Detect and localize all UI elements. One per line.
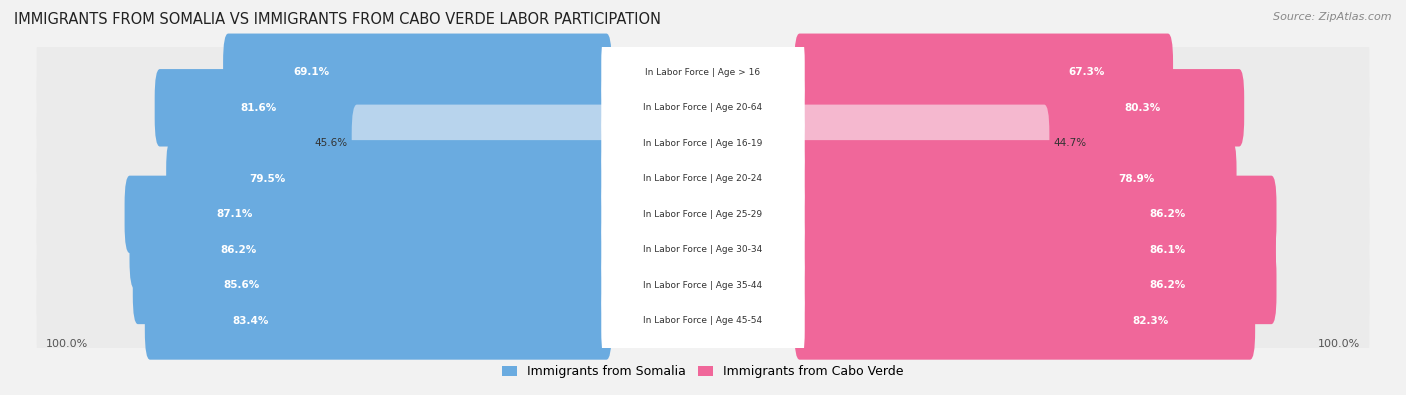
Text: In Labor Force | Age 45-54: In Labor Force | Age 45-54 <box>644 316 762 325</box>
Text: 67.3%: 67.3% <box>1069 67 1105 77</box>
FancyBboxPatch shape <box>602 34 804 111</box>
Bar <box>373 275 606 296</box>
Bar <box>800 240 1035 260</box>
Text: IMMIGRANTS FROM SOMALIA VS IMMIGRANTS FROM CABO VERDE LABOR PARTICIPATION: IMMIGRANTS FROM SOMALIA VS IMMIGRANTS FR… <box>14 12 661 27</box>
Bar <box>800 98 1019 118</box>
FancyBboxPatch shape <box>794 69 1244 147</box>
FancyBboxPatch shape <box>794 176 1277 253</box>
Bar <box>800 169 1015 189</box>
FancyBboxPatch shape <box>145 282 612 360</box>
Text: 80.3%: 80.3% <box>1125 103 1160 113</box>
Text: In Labor Force | Age 20-24: In Labor Force | Age 20-24 <box>644 174 762 183</box>
Text: 86.2%: 86.2% <box>1150 209 1185 219</box>
FancyBboxPatch shape <box>602 211 804 289</box>
FancyBboxPatch shape <box>602 69 804 147</box>
Text: 86.2%: 86.2% <box>1150 280 1185 290</box>
Bar <box>389 169 606 189</box>
FancyBboxPatch shape <box>125 176 612 253</box>
FancyBboxPatch shape <box>37 76 1369 211</box>
Text: In Labor Force | Age 25-29: In Labor Force | Age 25-29 <box>644 210 762 219</box>
FancyBboxPatch shape <box>37 41 1369 175</box>
FancyBboxPatch shape <box>37 183 1369 317</box>
Bar <box>418 62 606 83</box>
Bar <box>800 310 1025 331</box>
Bar <box>800 275 1035 296</box>
Text: 82.3%: 82.3% <box>1133 316 1168 326</box>
Text: Source: ZipAtlas.com: Source: ZipAtlas.com <box>1274 12 1392 22</box>
FancyBboxPatch shape <box>602 176 804 253</box>
FancyBboxPatch shape <box>352 105 612 182</box>
FancyBboxPatch shape <box>794 211 1277 289</box>
Legend: Immigrants from Somalia, Immigrants from Cabo Verde: Immigrants from Somalia, Immigrants from… <box>498 360 908 384</box>
Text: 81.6%: 81.6% <box>240 103 276 113</box>
Text: 45.6%: 45.6% <box>314 138 347 148</box>
FancyBboxPatch shape <box>794 105 1049 182</box>
Bar <box>800 62 984 83</box>
Text: 86.1%: 86.1% <box>1149 245 1185 255</box>
FancyBboxPatch shape <box>37 147 1369 282</box>
Text: 78.9%: 78.9% <box>1118 174 1154 184</box>
Text: 100.0%: 100.0% <box>1317 339 1360 349</box>
FancyBboxPatch shape <box>794 140 1236 218</box>
Text: In Labor Force | Age 35-44: In Labor Force | Age 35-44 <box>644 281 762 290</box>
Text: 86.2%: 86.2% <box>221 245 256 255</box>
Text: 83.4%: 83.4% <box>232 316 269 326</box>
Text: 79.5%: 79.5% <box>249 174 285 184</box>
Text: In Labor Force | Age 16-19: In Labor Force | Age 16-19 <box>644 139 762 148</box>
Text: In Labor Force | Age > 16: In Labor Force | Age > 16 <box>645 68 761 77</box>
Text: 44.7%: 44.7% <box>1054 138 1087 148</box>
Bar <box>371 240 606 260</box>
FancyBboxPatch shape <box>602 247 804 324</box>
Bar <box>378 310 606 331</box>
Text: 69.1%: 69.1% <box>294 67 329 77</box>
FancyBboxPatch shape <box>37 112 1369 246</box>
Text: 100.0%: 100.0% <box>46 339 89 349</box>
FancyBboxPatch shape <box>794 247 1277 324</box>
Bar <box>382 98 606 118</box>
FancyBboxPatch shape <box>129 211 612 289</box>
Bar <box>800 204 1035 225</box>
FancyBboxPatch shape <box>224 34 612 111</box>
FancyBboxPatch shape <box>602 282 804 360</box>
Text: 85.6%: 85.6% <box>224 280 259 290</box>
FancyBboxPatch shape <box>166 140 612 218</box>
FancyBboxPatch shape <box>37 254 1369 388</box>
Text: In Labor Force | Age 30-34: In Labor Force | Age 30-34 <box>644 245 762 254</box>
Bar <box>482 133 606 154</box>
FancyBboxPatch shape <box>132 247 612 324</box>
Bar <box>368 204 606 225</box>
FancyBboxPatch shape <box>37 5 1369 139</box>
FancyBboxPatch shape <box>794 34 1173 111</box>
FancyBboxPatch shape <box>602 105 804 182</box>
FancyBboxPatch shape <box>155 69 612 147</box>
FancyBboxPatch shape <box>794 282 1256 360</box>
FancyBboxPatch shape <box>37 218 1369 353</box>
FancyBboxPatch shape <box>602 140 804 218</box>
Text: 87.1%: 87.1% <box>217 209 253 219</box>
Bar <box>800 133 922 154</box>
Text: In Labor Force | Age 20-64: In Labor Force | Age 20-64 <box>644 103 762 112</box>
